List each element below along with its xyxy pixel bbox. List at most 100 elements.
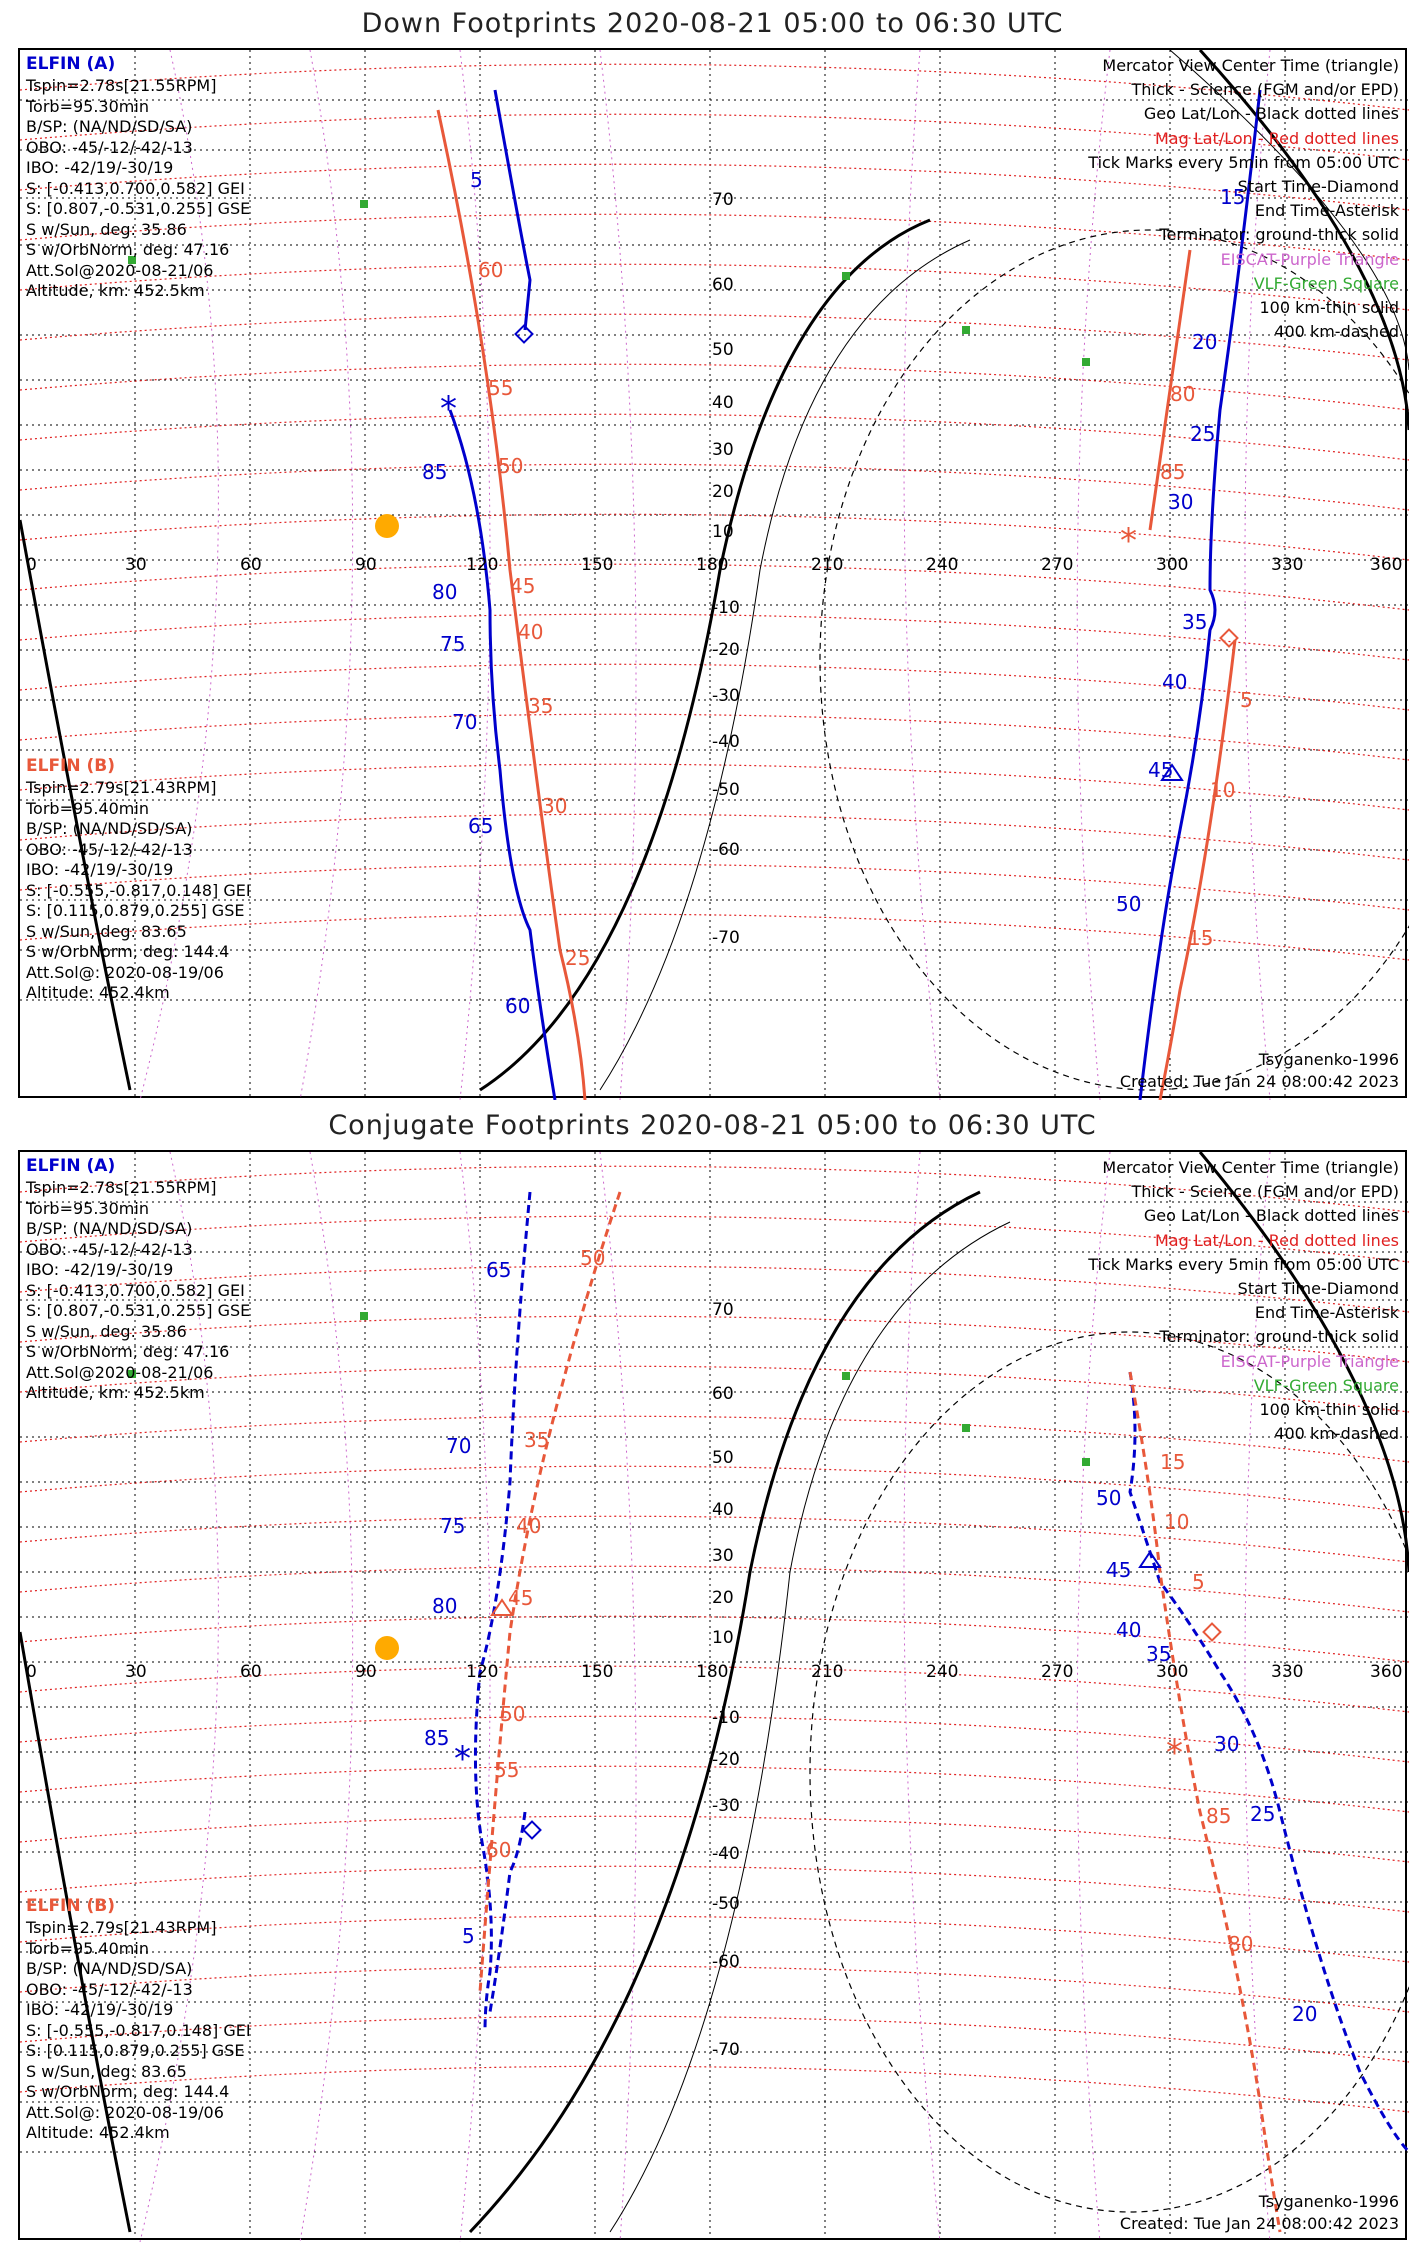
probe-a-param: S: [-0.413,0.700,0.582] GEI	[26, 178, 245, 198]
probe-b-param: Tspin=2.79s[21.43RPM]	[26, 1918, 217, 1937]
lat-tick: -70	[712, 928, 740, 948]
legend: Mercator View Center Time (triangle) Thi…	[1088, 54, 1399, 344]
probe-b-param: IBO: -42/19/-30/19	[26, 860, 174, 879]
created-stamp: Created: Tue Jan 24 08:00:42 2023	[1119, 2214, 1399, 2233]
legend-item: Tick Marks every 5min from 05:00 UTC	[1088, 152, 1399, 172]
lat-tick: 40	[712, 1500, 734, 1520]
probe-b-param: B/SP: (NA/ND/SD/SA)	[26, 1959, 193, 1978]
track-label: 25	[1190, 422, 1216, 446]
lat-tick: 10	[712, 522, 734, 542]
lon-tick: 30	[125, 1662, 147, 1682]
probe-a-param: OBO: -45/-12/-42/-13	[26, 1239, 193, 1259]
lon-tick: 90	[355, 555, 377, 575]
legend-item: 100 km-thin solid	[1259, 298, 1399, 318]
lat-tick: 50	[712, 1448, 734, 1468]
terminator-100km	[599, 50, 1409, 1091]
track-label: 15	[1220, 185, 1246, 209]
lon-tick: 150	[581, 1662, 614, 1682]
track-label: 25	[1250, 1802, 1276, 1826]
track-label: 20	[1292, 2002, 1318, 2026]
center-triangle-a	[1160, 763, 1184, 781]
probe-a-name: ELFIN (A)	[26, 54, 116, 74]
track-label: 40	[518, 620, 544, 644]
lon-ticks: 0 30 60 90 120 150 180 210 240 270 300 3…	[20, 1662, 1409, 1682]
track-label: 30	[1214, 1732, 1240, 1756]
vlf-square	[128, 1370, 136, 1378]
probe-a-param: Torb=95.30min	[26, 1198, 149, 1218]
vlf-square	[360, 1312, 368, 1320]
track-label: 55	[488, 376, 514, 400]
track-label: 50	[498, 454, 524, 478]
track-label: 35	[528, 694, 554, 718]
vlf-square	[962, 326, 970, 334]
probe-a-param: S: [-0.413,0.700,0.582] GEI	[26, 1280, 245, 1300]
terminator	[20, 1152, 1409, 2234]
track-label: 50	[1096, 1486, 1122, 1510]
lat-tick: -50	[712, 1894, 740, 1914]
map-panel-down: * * ELFIN (A) Tspin=2.78s[21.55RPM] Torb…	[18, 48, 1409, 1100]
lon-tick: 90	[355, 1662, 377, 1682]
map-canvas-down: * *	[20, 50, 1409, 1100]
lon-tick: 240	[926, 555, 959, 575]
probe-a-param: Tspin=2.78s[21.55RPM]	[26, 76, 217, 95]
probe-a-param: Altitude, km: 452.5km	[26, 1383, 205, 1402]
lon-tick: 270	[1041, 555, 1074, 575]
probe-a-param: S w/OrbNorm, deg: 47.16	[26, 240, 230, 259]
created-stamp: Created: Tue Jan 24 08:00:42 2023	[1119, 1072, 1399, 1091]
track-label: 35	[524, 1428, 550, 1452]
lon-tick: 360	[1370, 555, 1403, 575]
legend-item: Start Time-Diamond	[1237, 177, 1399, 197]
track-b-dashed	[478, 1191, 1282, 2233]
probe-a-param: OBO: -45/-12/-42/-13	[26, 137, 193, 157]
end-asterisk-b: *	[1166, 1733, 1183, 1773]
sun-icon	[375, 1636, 399, 1660]
lat-tick: -30	[712, 686, 740, 706]
lon-tick: 0	[26, 555, 37, 575]
lon-tick: 0	[26, 1662, 37, 1682]
vlf-square	[360, 200, 368, 208]
probe-a-param: IBO: -42/19/-30/19	[26, 1260, 174, 1279]
probe-b-param: Att.Sol@: 2020-08-19/06	[26, 962, 224, 982]
panel-title-down: Down Footprints 2020-08-21 05:00 to 06:3…	[361, 8, 1064, 39]
lat-tick: 70	[712, 190, 734, 210]
center-triangle-a	[1138, 1550, 1162, 1568]
start-diamond-a	[522, 1820, 542, 1840]
probe-b-name: ELFIN (B)	[26, 756, 116, 776]
lat-tick: -10	[712, 1708, 740, 1728]
legend-item: Geo Lat/Lon - Black dotted lines	[1143, 104, 1399, 124]
track-label: 40	[1116, 1618, 1142, 1642]
lon-tick: 30	[125, 555, 147, 575]
legend-item: Thick - Science (FGM and/or EPD)	[1131, 1182, 1399, 1202]
legend-item: Tick Marks every 5min from 05:00 UTC	[1088, 1254, 1399, 1274]
lat-tick: -40	[712, 1844, 740, 1864]
terminator-400km	[809, 1331, 1409, 2213]
lat-tick: 10	[712, 1628, 734, 1648]
legend-item: EISCAT-Purple Triangle	[1220, 1351, 1399, 1371]
lat-tick: -50	[712, 780, 740, 800]
probe-a-param: Att.Sol@2020-08-21/06	[26, 260, 214, 280]
panel-title-conjugate: Conjugate Footprints 2020-08-21 05:00 to…	[328, 1110, 1097, 1141]
end-asterisk-b: *	[1120, 521, 1137, 561]
lat-tick: 60	[712, 1384, 734, 1404]
track-a-dashed	[473, 1191, 1409, 2154]
lon-tick: 120	[466, 555, 499, 575]
track-label: 20	[1192, 330, 1218, 354]
track-label: 5	[1240, 688, 1253, 712]
vlf-square	[1082, 358, 1090, 366]
legend-item: 400 km-dashed	[1274, 1424, 1399, 1444]
lat-tick: 30	[712, 440, 734, 460]
lon-tick: 210	[811, 1662, 844, 1682]
track-label: 15	[1188, 926, 1214, 950]
lon-tick: 240	[926, 1662, 959, 1682]
probe-b-param: S w/Sun, deg: 83.65	[26, 2061, 187, 2081]
lat-tick: 30	[712, 1546, 734, 1566]
track-label: 15	[1160, 1450, 1186, 1474]
track-label: 75	[440, 1514, 466, 1538]
lon-tick: 120	[466, 1662, 499, 1682]
probe-b-param: S w/Sun, deg: 83.65	[26, 921, 187, 941]
vlf-square	[128, 256, 136, 264]
legend-item: Mercator View Center Time (triangle)	[1102, 1158, 1399, 1177]
probe-b-param: S: [0.115,0.879,0.255] GSE	[26, 2041, 245, 2060]
lon-tick: 60	[240, 1662, 262, 1682]
probe-b-params: Tspin=2.79s[21.43RPM] Torb=95.40min B/SP…	[26, 778, 251, 1004]
